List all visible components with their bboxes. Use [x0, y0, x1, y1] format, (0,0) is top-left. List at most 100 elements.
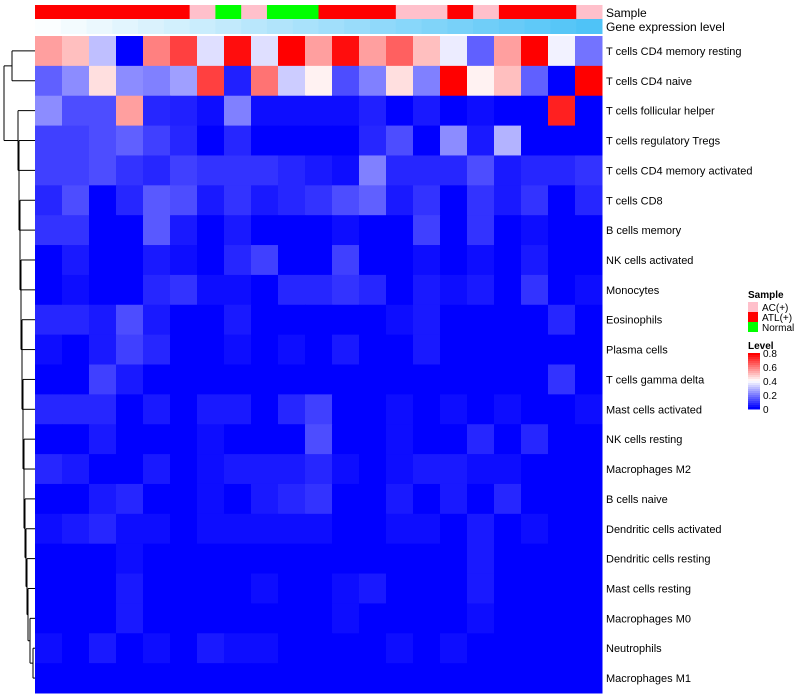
- legend-level-tick: 0.8: [763, 349, 777, 360]
- heatmap-cell: [224, 663, 252, 694]
- heatmap-cell: [224, 155, 252, 186]
- heatmap-cell: [413, 125, 441, 156]
- heatmap-cell: [521, 304, 549, 336]
- heatmap-cell: [89, 663, 117, 694]
- heatmap-cell: [548, 364, 576, 395]
- heatmap-cell: [224, 573, 252, 604]
- heatmap-cell: [548, 185, 576, 216]
- heatmap-cell: [521, 483, 549, 515]
- row-label: T cells CD4 naive: [606, 76, 692, 88]
- heatmap-cell: [386, 394, 414, 425]
- annotation-tracks: [35, 5, 603, 34]
- heatmap-cell: [359, 543, 387, 575]
- legend-gradient-step: [748, 373, 760, 376]
- row-label: Macrophages M2: [606, 464, 691, 476]
- heatmap-cell: [116, 245, 144, 276]
- heatmap-cell: [386, 573, 414, 604]
- heatmap-cell: [62, 36, 90, 67]
- heatmap-cell: [197, 603, 225, 634]
- sample-annotation-cell: [550, 5, 577, 19]
- expression-annotation-cell: [266, 19, 294, 34]
- heatmap-cell: [332, 543, 360, 575]
- heatmap-cell: [197, 125, 225, 156]
- heatmap-cell: [116, 543, 144, 575]
- sample-annotation-cell: [163, 5, 191, 19]
- heatmap-cell: [35, 125, 63, 156]
- heatmap-cell: [521, 185, 549, 216]
- heatmap-cell: [305, 125, 333, 156]
- heatmap-cell: [359, 274, 387, 306]
- heatmap-cell: [386, 155, 414, 186]
- heatmap-cell: [386, 603, 414, 634]
- heatmap-cell: [548, 215, 576, 246]
- heatmap-cell: [521, 603, 549, 634]
- heatmap-cell: [413, 334, 441, 365]
- heatmap-cell: [575, 65, 603, 97]
- heatmap-cell: [521, 543, 549, 575]
- row-label: Macrophages M1: [606, 673, 691, 685]
- heatmap-cell: [35, 155, 63, 186]
- legend-level-tick: 0.6: [763, 363, 777, 374]
- heatmap-cell: [332, 155, 360, 186]
- heatmap-cell: [386, 364, 414, 395]
- expression-annotation-cell: [138, 19, 165, 34]
- heatmap-cell: [359, 364, 387, 395]
- row-label: NK cells resting: [606, 434, 682, 446]
- legend-gradient-step: [748, 403, 760, 406]
- expression-annotation-cell: [370, 19, 397, 34]
- heatmap-cell: [494, 483, 522, 515]
- row-dendrogram: [3, 50, 35, 679]
- heatmap-cell: [359, 185, 387, 216]
- legend-level-tick: 0.2: [763, 391, 777, 402]
- heatmap-cell: [413, 483, 441, 515]
- heatmap-cell: [386, 185, 414, 216]
- heatmap-cell: [251, 65, 279, 97]
- row-label: Mast cells activated: [606, 404, 702, 416]
- heatmap-cell: [278, 36, 306, 67]
- heatmap-cell: [89, 603, 117, 634]
- heatmap-cell: [575, 633, 603, 664]
- heatmap-cell: [359, 454, 387, 485]
- sample-annotation-cell: [447, 5, 474, 19]
- heatmap-cell: [548, 483, 576, 515]
- row-label: T cells CD4 memory activated: [606, 165, 753, 177]
- heatmap-cell: [197, 155, 225, 186]
- heatmap-cell: [197, 274, 225, 306]
- heatmap-cell: [359, 513, 387, 545]
- sample-annotation-cell: [138, 5, 165, 19]
- heatmap-cell: [359, 663, 387, 694]
- heatmap-cell: [251, 513, 279, 545]
- heatmap-cell: [413, 603, 441, 634]
- heatmap-cell: [494, 394, 522, 425]
- legend-gradient-step: [748, 379, 760, 382]
- legend-gradient-step: [748, 377, 760, 380]
- heatmap-cell: [305, 215, 333, 246]
- heatmap-cell: [305, 513, 333, 545]
- heatmap-cell: [116, 95, 144, 127]
- heatmap-cell: [143, 543, 171, 575]
- heatmap-cell: [170, 36, 198, 67]
- heatmap-cell: [224, 633, 252, 664]
- heatmap-cell: [278, 125, 306, 156]
- legend-sample-label: ATL(+): [762, 313, 792, 324]
- legend-gradient-step: [748, 361, 760, 364]
- heatmap-cell: [143, 245, 171, 276]
- heatmap-cell: [413, 215, 441, 246]
- heatmap-cell: [386, 215, 414, 246]
- heatmap-cell: [494, 95, 522, 127]
- heatmap-cell: [332, 215, 360, 246]
- legend-gradient-step: [748, 389, 760, 392]
- heatmap-cell: [35, 334, 63, 365]
- heatmap-cells: [35, 36, 603, 694]
- heatmap-cell: [170, 185, 198, 216]
- heatmap-cell: [440, 663, 468, 694]
- expression-annotation-cell: [163, 19, 191, 34]
- heatmap-cell: [413, 274, 441, 306]
- heatmap-cell: [278, 454, 306, 485]
- heatmap-cell: [305, 483, 333, 515]
- heatmap-cell: [116, 663, 144, 694]
- heatmap-cell: [494, 603, 522, 634]
- heatmap-cell: [143, 483, 171, 515]
- heatmap-cell: [62, 424, 90, 455]
- heatmap-cell: [143, 334, 171, 365]
